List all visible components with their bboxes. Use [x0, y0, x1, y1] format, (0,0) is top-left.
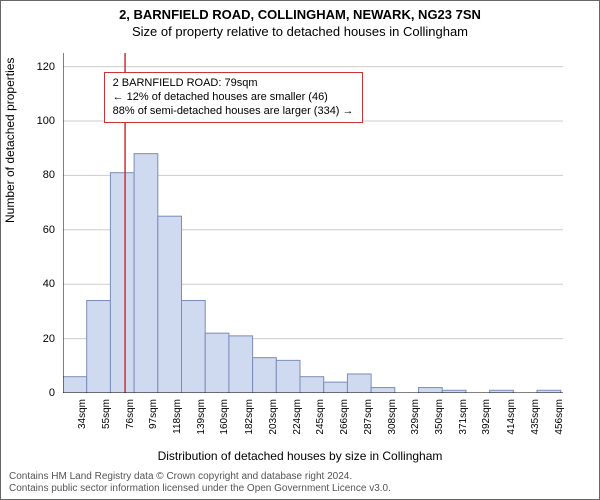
y-tick-label: 100 [25, 115, 55, 127]
x-tick-label: 371sqm [458, 399, 469, 449]
y-tick-label: 80 [25, 169, 55, 181]
x-tick-label: 160sqm [219, 399, 230, 449]
title-address: 2, BARNFIELD ROAD, COLLINGHAM, NEWARK, N… [1, 7, 599, 22]
chart-container: 2, BARNFIELD ROAD, COLLINGHAM, NEWARK, N… [0, 0, 600, 500]
y-tick-label: 40 [25, 278, 55, 290]
x-tick-label: 329sqm [410, 399, 421, 449]
x-tick-label: 456sqm [554, 399, 565, 449]
y-axis-label: Number of detached properties [3, 58, 17, 223]
x-tick-label: 97sqm [148, 399, 159, 449]
info-line-1: 2 BARNFIELD ROAD: 79sqm [113, 77, 354, 91]
x-tick-label: 224sqm [292, 399, 303, 449]
x-tick-label: 414sqm [506, 399, 517, 449]
x-tick-label: 350sqm [434, 399, 445, 449]
footer-line-1: Contains HM Land Registry data © Crown c… [9, 471, 391, 483]
info-line-2: ← 12% of detached houses are smaller (46… [113, 91, 354, 105]
x-tick-label: 392sqm [481, 399, 492, 449]
title-subtitle: Size of property relative to detached ho… [1, 24, 599, 39]
footer-line-2: Contains public sector information licen… [9, 483, 391, 495]
x-tick-label: 266sqm [339, 399, 350, 449]
info-line-3: 88% of semi-detached houses are larger (… [113, 105, 354, 119]
x-tick-label: 203sqm [268, 399, 279, 449]
x-tick-label: 76sqm [125, 399, 136, 449]
y-tick-label: 0 [25, 387, 55, 399]
x-tick-label: 34sqm [77, 399, 88, 449]
y-tick-label: 60 [25, 224, 55, 236]
x-tick-label: 435sqm [530, 399, 541, 449]
x-axis-label: Distribution of detached houses by size … [1, 449, 599, 463]
x-tick-label: 287sqm [363, 399, 374, 449]
x-tick-label: 245sqm [315, 399, 326, 449]
attribution-footer: Contains HM Land Registry data © Crown c… [9, 471, 391, 495]
marker-info-box: 2 BARNFIELD ROAD: 79sqm ← 12% of detache… [104, 72, 363, 123]
x-tick-label: 55sqm [101, 399, 112, 449]
x-tick-label: 139sqm [196, 399, 207, 449]
y-tick-label: 120 [25, 61, 55, 73]
x-tick-label: 182sqm [244, 399, 255, 449]
y-tick-label: 20 [25, 333, 55, 345]
title-block: 2, BARNFIELD ROAD, COLLINGHAM, NEWARK, N… [1, 1, 599, 39]
x-tick-label: 308sqm [387, 399, 398, 449]
x-tick-label: 118sqm [172, 399, 183, 449]
